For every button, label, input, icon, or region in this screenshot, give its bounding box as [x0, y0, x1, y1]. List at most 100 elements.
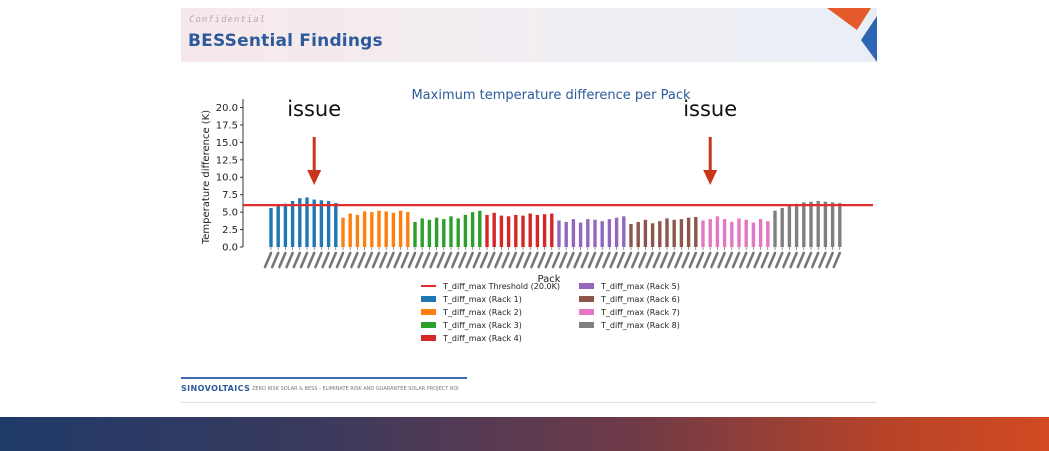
x-tick-label-mark [702, 251, 712, 269]
bar-rack1-pack5 [298, 198, 302, 247]
x-tick-marks [263, 247, 842, 269]
bar-rack6-pack10 [694, 217, 698, 247]
x-tick-label-mark [717, 251, 726, 269]
x-tick-label-mark [515, 251, 525, 269]
bottom-gradient-band [0, 417, 1049, 451]
bar-rack4-pack6 [521, 215, 525, 247]
x-tick-label-mark [810, 251, 820, 269]
bar-rack7-pack8 [751, 222, 756, 247]
x-tick-label-mark [400, 251, 410, 269]
issue-annotation-label: issue [683, 97, 737, 121]
bar-rack6-pack6 [665, 218, 669, 247]
bar-rack3-pack10 [478, 210, 482, 247]
confidential-label: Confidential [189, 15, 267, 25]
y-tick-label: 20.0 [216, 103, 238, 114]
bar-rack1-pack10 [334, 203, 338, 247]
bar-rack5-pack5 [586, 219, 590, 247]
bar-rack4-pack8 [535, 214, 540, 247]
bar-rack8-pack6 [809, 201, 813, 247]
bar-rack7-pack10 [766, 221, 770, 247]
x-tick-label-mark [429, 251, 438, 269]
legend: T_diff_max Threshold (20.0K) T_diff_max (… [421, 282, 680, 343]
x-tick-label-mark [501, 251, 510, 269]
bar-rack4-pack1 [485, 214, 489, 247]
legend-swatch [579, 283, 594, 289]
bar-rack4-pack9 [542, 214, 547, 247]
x-tick-label-mark [544, 251, 554, 269]
x-tick-label-mark [630, 251, 640, 269]
bar-rack7-pack4 [722, 219, 727, 247]
x-tick-label-mark [278, 251, 287, 269]
bar-rack1-pack3 [283, 203, 288, 247]
bar-rack5-pack9 [614, 217, 619, 247]
x-tick-label-mark [710, 251, 719, 269]
x-tick-label-mark [422, 251, 431, 269]
x-tick-label-mark [825, 251, 834, 269]
axes: 0.0 2.5 5.0 7.5 10.0 12.5 15.0 17.5 20.0 [216, 99, 244, 254]
bar-rack2-pack9 [398, 210, 403, 247]
footer-brand: SINOVOLTAICS [181, 384, 251, 393]
x-tick-label-mark [414, 251, 424, 269]
x-tick-label-mark [767, 251, 777, 269]
footer-divider [181, 402, 877, 403]
x-tick-label-mark [479, 251, 489, 269]
bar-rack8-pack4 [794, 203, 799, 247]
bar-rack6-pack9 [686, 217, 691, 247]
x-tick-label-mark [450, 251, 460, 269]
bar-rack5-pack10 [622, 216, 626, 247]
bar-rack3-pack7 [456, 218, 460, 247]
legend-entry-label: T_diff_max (Rack 1) [442, 295, 522, 304]
x-tick-label-mark [753, 251, 762, 269]
bar-rack4-pack10 [550, 213, 554, 247]
x-tick-label-mark [357, 251, 366, 269]
x-tick-label-mark [321, 251, 330, 269]
x-tick-label-mark [695, 251, 705, 269]
x-tick-label-mark [364, 251, 374, 269]
bar-rack4-pack3 [499, 215, 504, 247]
bar-rack5-pack2 [564, 221, 568, 247]
x-tick-label-mark [465, 251, 474, 269]
bar-rack6-pack5 [658, 221, 662, 247]
x-tick-label-mark [659, 251, 669, 269]
bar-rack8-pack2 [780, 207, 784, 247]
legend-swatch [579, 309, 594, 315]
x-tick-label-mark [666, 251, 676, 269]
bar-rack8-pack7 [816, 200, 820, 247]
legend-entry-label: T_diff_max Threshold (20.0K) [442, 282, 560, 291]
bar-rack8-pack10 [838, 203, 842, 247]
x-tick-label-mark [306, 251, 316, 269]
x-tick-label-mark [537, 251, 546, 269]
x-tick-label-mark [616, 251, 626, 269]
x-tick-label-mark [566, 251, 575, 269]
x-tick-label-mark [472, 251, 482, 269]
bar-rack3-pack3 [427, 219, 432, 247]
x-tick-label-mark [803, 251, 813, 269]
x-tick-label-mark [674, 251, 683, 269]
bar-rack2-pack3 [355, 214, 360, 247]
bar-rack7-pack9 [758, 219, 763, 247]
bar-rack3-pack2 [420, 218, 424, 247]
legend-entry-label: T_diff_max (Rack 2) [442, 308, 522, 317]
x-tick-label-mark [292, 251, 302, 269]
bar-rack7-pack7 [744, 219, 748, 247]
x-tick-label-mark [731, 251, 741, 269]
x-tick-label-mark [530, 251, 539, 269]
y-tick-label: 2.5 [222, 225, 238, 236]
bar-rack4-pack4 [506, 216, 511, 247]
bar-rack8-pack3 [787, 205, 792, 247]
bar-rack6-pack2 [636, 221, 640, 247]
slide-title: BESSential Findings [188, 31, 383, 51]
x-tick-label-mark [789, 251, 798, 269]
bar-rack7-pack6 [737, 218, 741, 247]
x-tick-label-mark [652, 251, 662, 269]
x-tick-label-mark [285, 251, 294, 269]
legend-swatch [579, 322, 594, 328]
bar-rack1-pack2 [276, 205, 280, 247]
x-tick-label-mark [486, 251, 496, 269]
bar-rack7-pack5 [730, 221, 734, 247]
footer-accent-line [181, 377, 467, 379]
x-tick-label-mark [580, 251, 590, 269]
x-tick-label-mark [818, 251, 827, 269]
x-tick-label-mark [573, 251, 582, 269]
bar-rack8-pack5 [802, 202, 806, 247]
